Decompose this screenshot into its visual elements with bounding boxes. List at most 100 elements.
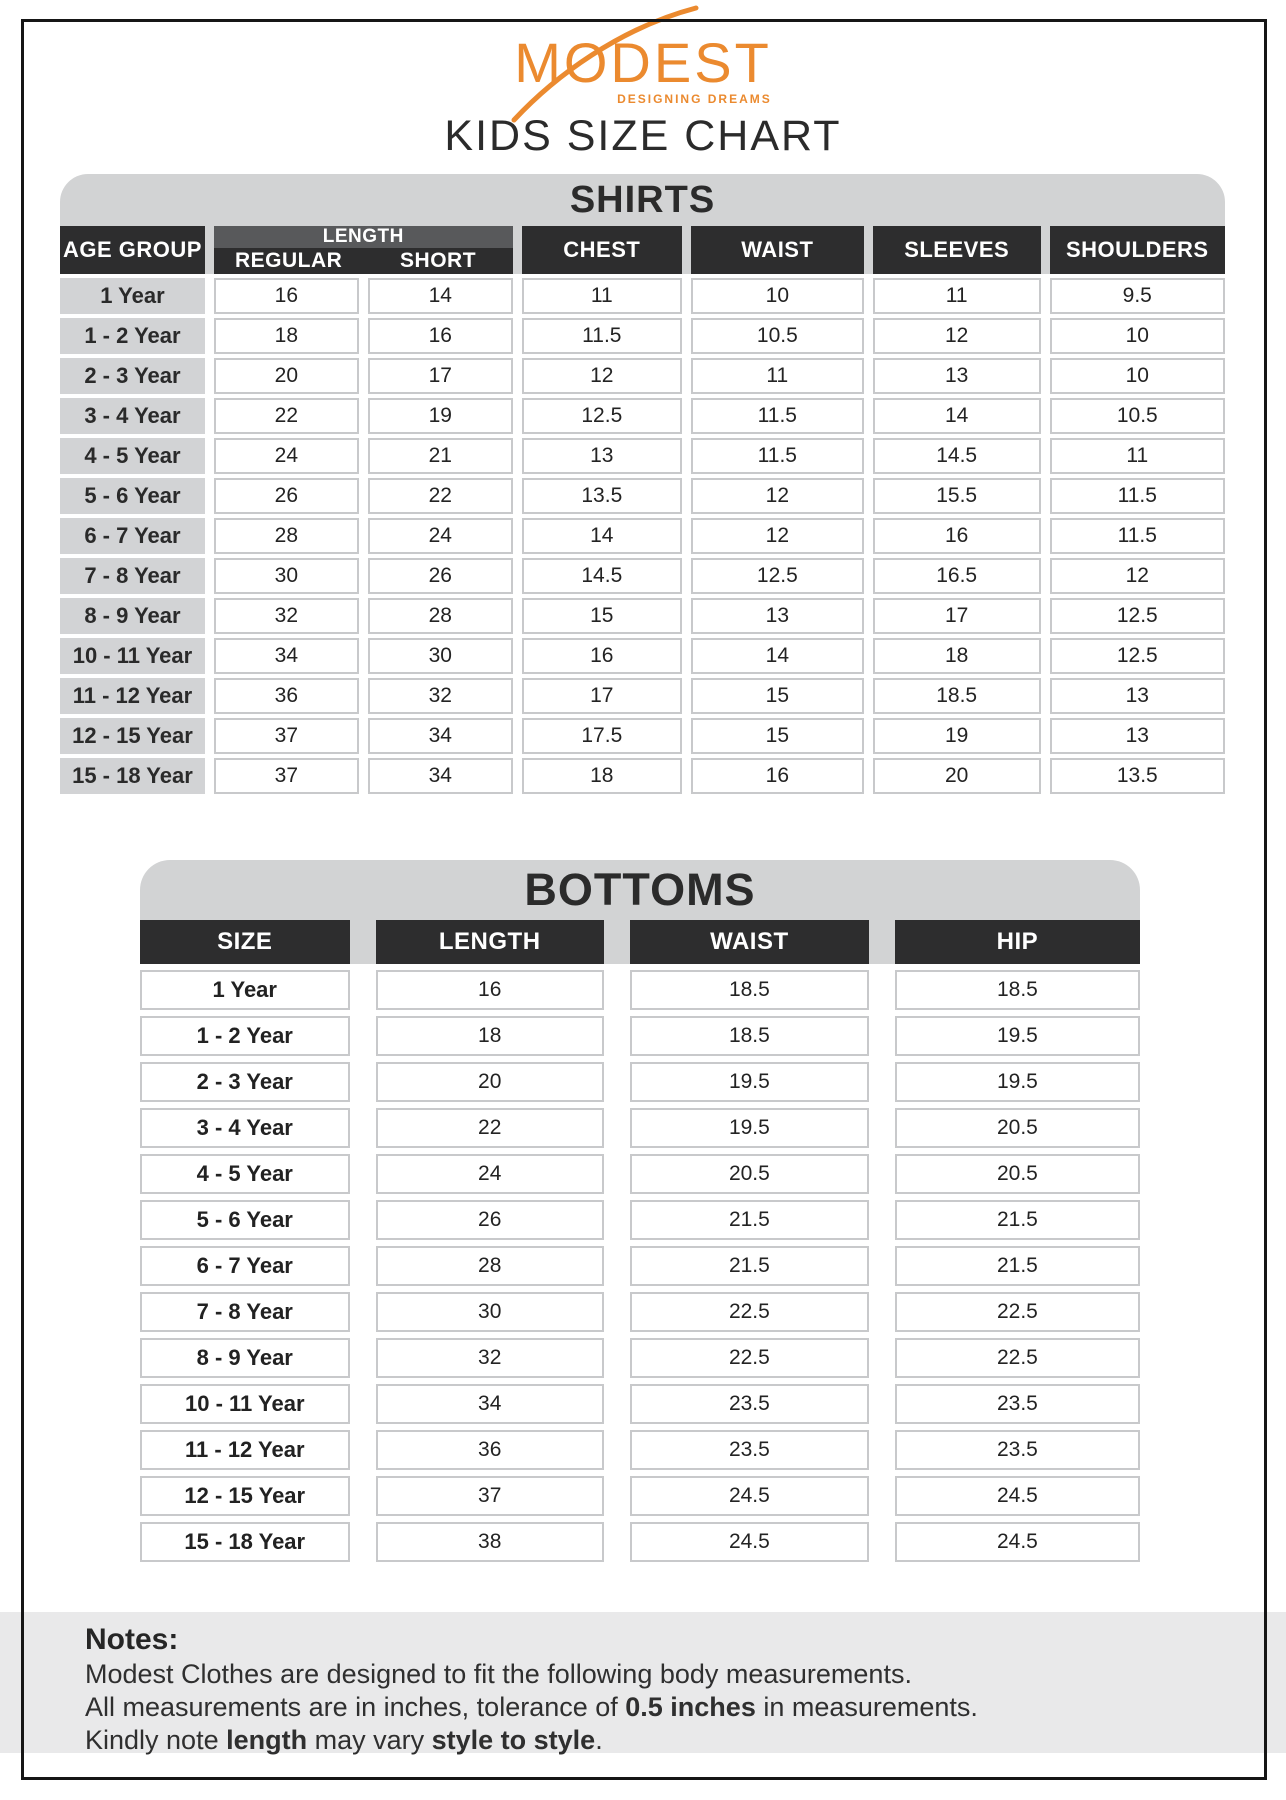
header-chest: CHEST [521,226,682,274]
age-group-cell: 11 - 12 Year [60,678,205,714]
size-cell: 2 - 3 Year [140,1062,350,1102]
measurement-cell: 11 [1049,438,1225,474]
bottoms-table-header: SIZE LENGTH WAIST HIP [140,920,1140,964]
measurement-cell: 14 [690,638,864,674]
age-group-cell: 5 - 6 Year [60,478,205,514]
bottoms-title: BOTTOMS [524,864,756,915]
bottoms-table-row: 5 - 6 Year 26 21.5 21.5 [140,1200,1140,1240]
header-age-group: AGE GROUP [60,226,205,274]
shirts-table-row: 4 - 5 Year 24 21 13 11.5 14.5 11 [60,438,1225,474]
measurement-cell: 22 [367,478,513,514]
age-group-cell: 8 - 9 Year [60,598,205,634]
measurement-cell: 20 [375,1062,604,1102]
note-line: Kindly note length may vary style to sty… [85,1724,1286,1757]
brand-name: MODEST [514,31,772,94]
measurement-cell: 11 [872,278,1041,314]
measurement-cell: 28 [367,598,513,634]
measurement-cell: 37 [375,1476,604,1516]
measurement-cell: 10.5 [1049,398,1225,434]
age-group-cell: 4 - 5 Year [60,438,205,474]
size-cell: 4 - 5 Year [140,1154,350,1194]
measurement-cell: 24.5 [629,1476,869,1516]
measurement-cell: 34 [213,638,359,674]
age-group-cell: 15 - 18 Year [60,758,205,794]
measurement-cell: 37 [213,718,359,754]
measurement-cell: 24 [375,1154,604,1194]
measurement-cell: 18 [872,638,1041,674]
bottoms-table-body: 1 Year 16 18.5 18.5 1 - 2 Year 18 18.5 19.5 2 - … [140,970,1140,1562]
age-group-cell: 1 Year [60,278,205,314]
note-line: Modest Clothes are designed to fit the f… [85,1658,1286,1691]
bottoms-section: BOTTOMS SIZE LENGTH WAIST HIP 1 Year 16 18… [140,860,1140,1562]
measurement-cell: 19.5 [629,1108,869,1148]
measurement-cell: 28 [375,1246,604,1286]
measurement-cell: 18.5 [894,970,1140,1010]
notes-section: Notes: Modest Clothes are designed to fi… [0,1612,1286,1755]
header-size: SIZE [140,920,350,964]
measurement-cell: 32 [375,1338,604,1378]
measurement-cell: 26 [375,1200,604,1240]
measurement-cell: 16 [213,278,359,314]
measurement-cell: 12 [521,358,682,394]
shirts-table-row: 6 - 7 Year 28 24 14 12 16 11.5 [60,518,1225,554]
measurement-cell: 12 [690,478,864,514]
measurement-cell: 12.5 [1049,638,1225,674]
measurement-cell: 17 [872,598,1041,634]
bottoms-table-row: 4 - 5 Year 24 20.5 20.5 [140,1154,1140,1194]
measurement-cell: 30 [375,1292,604,1332]
measurement-cell: 13 [690,598,864,634]
size-cell: 5 - 6 Year [140,1200,350,1240]
measurement-cell: 15 [690,718,864,754]
size-cell: 1 - 2 Year [140,1016,350,1056]
note-line: All measurements are in inches, toleranc… [85,1691,1286,1724]
shirts-table-row: 7 - 8 Year 30 26 14.5 12.5 16.5 12 [60,558,1225,594]
measurement-cell: 11 [521,278,682,314]
shirts-table-row: 5 - 6 Year 26 22 13.5 12 15.5 11.5 [60,478,1225,514]
header-regular: REGULAR [234,249,343,272]
header-waist: WAIST [690,226,864,274]
measurement-cell: 20.5 [894,1108,1140,1148]
measurement-cell: 15 [690,678,864,714]
measurement-cell: 20 [213,358,359,394]
measurement-cell: 19.5 [894,1016,1140,1056]
age-group-cell: 12 - 15 Year [60,718,205,754]
measurement-cell: 22 [213,398,359,434]
measurement-cell: 16 [521,638,682,674]
measurement-cell: 34 [375,1384,604,1424]
measurement-cell: 16.5 [872,558,1041,594]
measurement-cell: 37 [213,758,359,794]
bottoms-table-row: 8 - 9 Year 32 22.5 22.5 [140,1338,1140,1378]
measurement-cell: 32 [367,678,513,714]
measurement-cell: 14 [367,278,513,314]
measurement-cell: 14 [521,518,682,554]
size-cell: 1 Year [140,970,350,1010]
measurement-cell: 22.5 [894,1338,1140,1378]
brand-tagline: DESIGNING DREAMS [617,92,772,106]
measurement-cell: 17 [367,358,513,394]
measurement-cell: 30 [367,638,513,674]
measurement-cell: 23.5 [629,1430,869,1470]
shirts-table-row: 12 - 15 Year 37 34 17.5 15 19 13 [60,718,1225,754]
size-cell: 8 - 9 Year [140,1338,350,1378]
measurement-cell: 22.5 [629,1338,869,1378]
measurement-cell: 13 [521,438,682,474]
shirts-table-row: 10 - 11 Year 34 30 16 14 18 12.5 [60,638,1225,674]
measurement-cell: 11.5 [1049,478,1225,514]
measurement-cell: 18 [375,1016,604,1056]
bottoms-table-row: 10 - 11 Year 34 23.5 23.5 [140,1384,1140,1424]
measurement-cell: 17 [521,678,682,714]
shirts-table-row: 2 - 3 Year 20 17 12 11 13 10 [60,358,1225,394]
shirts-table-row: 15 - 18 Year 37 34 18 16 20 13.5 [60,758,1225,794]
size-cell: 12 - 15 Year [140,1476,350,1516]
bottoms-table-row: 11 - 12 Year 36 23.5 23.5 [140,1430,1140,1470]
measurement-cell: 21 [367,438,513,474]
bottoms-table-row: 12 - 15 Year 37 24.5 24.5 [140,1476,1140,1516]
measurement-cell: 16 [690,758,864,794]
measurement-cell: 10 [1049,358,1225,394]
measurement-cell: 24.5 [629,1522,869,1562]
measurement-cell: 34 [367,758,513,794]
header-short: SHORT [400,249,477,272]
age-group-cell: 10 - 11 Year [60,638,205,674]
measurement-cell: 38 [375,1522,604,1562]
age-group-cell: 7 - 8 Year [60,558,205,594]
